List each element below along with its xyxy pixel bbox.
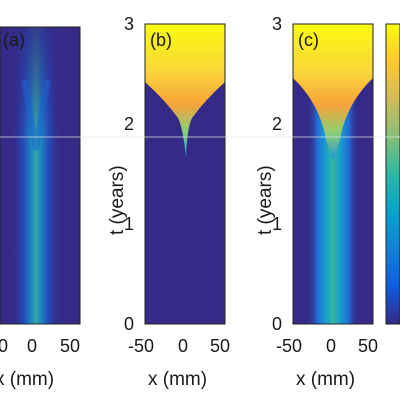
panel-c-ytick-1: 1 bbox=[272, 214, 282, 234]
panel-c-ytick-2: 2 bbox=[272, 114, 282, 134]
panel-b-ytick-2: 2 bbox=[124, 114, 134, 134]
panel-c-xtick-1: 0 bbox=[326, 336, 336, 356]
panel-a-band bbox=[10, 27, 62, 324]
panel-a-xtick-2: 50 bbox=[60, 336, 80, 356]
panel-b-xtick-0: -50 bbox=[128, 336, 154, 356]
colorbar-gradient bbox=[386, 24, 400, 324]
panel-c-xtick-0: -50 bbox=[276, 336, 302, 356]
panel-b-xtick-2: 50 bbox=[210, 336, 230, 356]
panel-c-cap bbox=[293, 24, 373, 160]
panel-c: (c) 3 2 1 0 t (years) -50 0 50 x (mm) bbox=[255, 14, 378, 390]
panel-a-xlabel: x (mm) bbox=[0, 369, 54, 390]
panel-a-xtick-1: 0 bbox=[27, 336, 37, 356]
colorbar bbox=[385, 23, 400, 325]
panel-a-xtick-0: 0 bbox=[0, 336, 8, 356]
panel-a: (a) 0 0 50 x (mm) bbox=[0, 26, 81, 390]
panel-c-ylabel: t (years) bbox=[255, 165, 276, 235]
panel-c-ytick-3: 3 bbox=[272, 14, 282, 34]
panel-b-ylabel: t (years) bbox=[107, 165, 128, 235]
panel-c-xtick-2: 50 bbox=[358, 336, 378, 356]
panel-c-label: (c) bbox=[298, 30, 319, 50]
panel-b-xtick-1: 0 bbox=[178, 336, 188, 356]
panel-b-ytick-0: 0 bbox=[124, 314, 134, 334]
panel-a-label: (a) bbox=[3, 30, 25, 50]
panel-b-cap bbox=[145, 24, 225, 158]
panel-b-ytick-3: 3 bbox=[124, 14, 134, 34]
panel-b-xlabel: x (mm) bbox=[148, 369, 207, 390]
panel-a-fork bbox=[21, 79, 51, 151]
panel-c-xlabel: x (mm) bbox=[296, 369, 355, 390]
panel-c-ytick-0: 0 bbox=[272, 314, 282, 334]
panel-b-ytick-1: 1 bbox=[124, 214, 134, 234]
panel-b-label: (b) bbox=[150, 30, 172, 50]
panel-b: (b) 3 2 1 0 t (years) -50 0 50 x (mm) bbox=[107, 14, 230, 390]
